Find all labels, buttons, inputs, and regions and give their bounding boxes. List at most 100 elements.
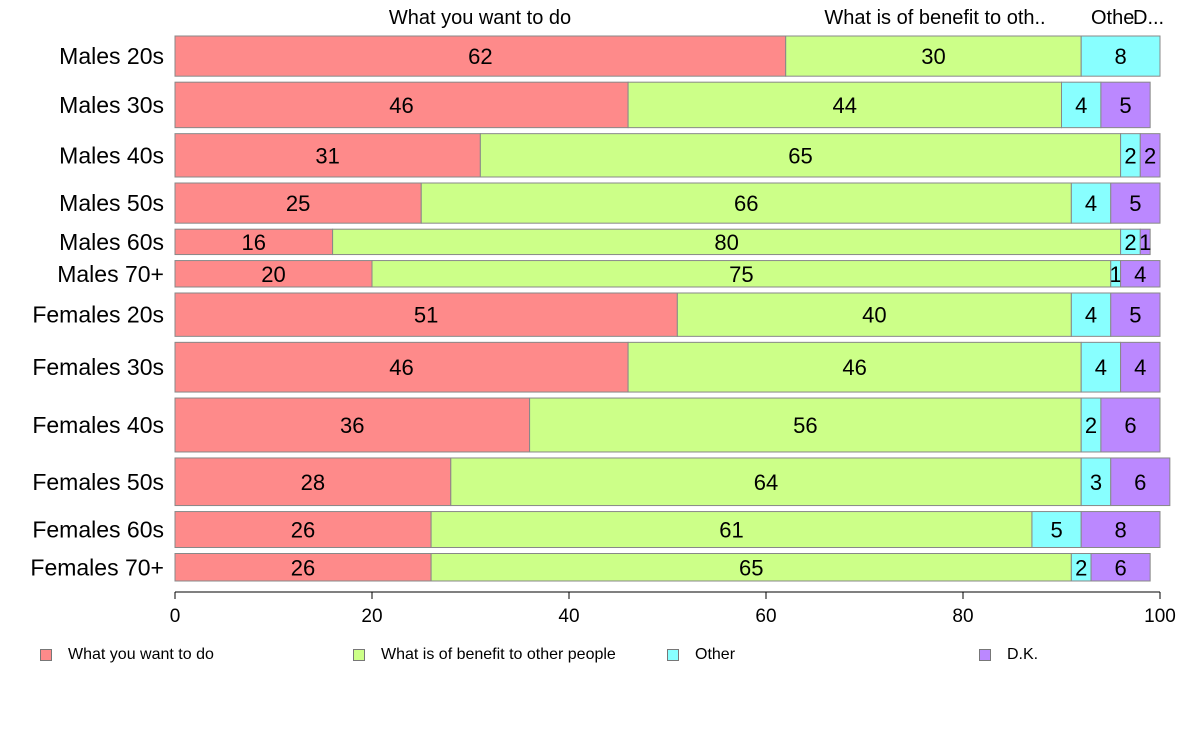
legend-label: What you want to do [68, 646, 214, 663]
bar-segment [174, 182, 422, 224]
bar-segment [627, 341, 1082, 393]
data-label: 2 [1144, 143, 1156, 168]
top-label-what-you-want: What you want to do [389, 7, 571, 29]
legend-item-benefit-others: What is of benefit to other people [353, 646, 616, 664]
bar-segment [479, 133, 1122, 178]
bar-segment [627, 81, 1062, 129]
data-label: 4 [1085, 191, 1097, 216]
bar-segment [1110, 457, 1171, 507]
top-label-other: Othe [1091, 7, 1134, 29]
data-label: 2 [1075, 555, 1087, 580]
data-label: 64 [754, 470, 778, 495]
data-label: 44 [833, 93, 857, 118]
legend-label: Other [695, 646, 736, 663]
data-label: 80 [714, 230, 738, 255]
bar-segment [174, 292, 678, 337]
data-label: 26 [291, 555, 315, 580]
bar-segment [1080, 511, 1161, 549]
bar-segment [174, 81, 629, 129]
data-label: 4 [1075, 93, 1087, 118]
bar-segment [174, 133, 481, 178]
legend-swatch-dk [979, 649, 991, 661]
data-label: 5 [1129, 303, 1141, 328]
bar-segment [174, 553, 432, 582]
data-label: 3 [1090, 470, 1102, 495]
data-label: 46 [389, 355, 413, 380]
category-label: Males 60s [59, 229, 164, 255]
category-label: Females 70+ [30, 554, 164, 580]
bar-segment [1100, 81, 1151, 129]
data-label: 65 [788, 143, 812, 168]
bar-segment [785, 35, 1082, 77]
data-label: 6 [1114, 555, 1126, 580]
category-label: Males 20s [59, 43, 164, 69]
bar-segment [676, 292, 1072, 337]
data-label: 2 [1124, 143, 1136, 168]
data-label: 56 [793, 413, 817, 438]
bar-segment [1120, 260, 1161, 288]
data-label: 46 [389, 93, 413, 118]
data-label: 8 [1114, 44, 1126, 69]
legend: What you want to do What is of benefit t… [0, 646, 1188, 666]
bar-segment [1139, 228, 1151, 256]
legend-swatch-benefit-others [353, 649, 365, 661]
bar-segment [174, 511, 432, 549]
stacked-bar-chart: What you want to do What is of benefit to… [30, 7, 1176, 627]
category-label: Females 30s [32, 354, 164, 380]
data-label: 25 [286, 191, 310, 216]
bar-segment [1070, 292, 1112, 337]
legend-item-dk: D.K. [979, 646, 1038, 664]
bar-segment [1080, 35, 1161, 77]
bar-segment [420, 182, 1072, 224]
x-tick-label: 60 [755, 606, 776, 627]
bar-segment [1080, 341, 1122, 393]
bar-segment [1110, 182, 1161, 224]
bar-segment [174, 228, 334, 256]
data-label: 30 [921, 44, 945, 69]
data-label: 8 [1114, 518, 1126, 543]
bar-segment [174, 397, 531, 453]
x-tick-label: 40 [558, 606, 579, 627]
bar-segment [430, 511, 1033, 549]
data-label: 61 [719, 518, 743, 543]
data-label: 40 [862, 303, 886, 328]
category-label: Males 30s [59, 92, 164, 118]
bar-segment [174, 341, 629, 393]
category-label: Females 40s [32, 412, 164, 438]
x-tick-label: 80 [952, 606, 973, 627]
data-label: 16 [242, 230, 266, 255]
bar-segment [529, 397, 1082, 453]
data-label: 65 [739, 555, 763, 580]
bar-segment [1100, 397, 1161, 453]
data-label: 31 [315, 143, 339, 168]
data-label: 1 [1110, 262, 1122, 287]
x-tick-label: 20 [361, 606, 382, 627]
data-label: 20 [261, 262, 285, 287]
data-label: 4 [1134, 355, 1146, 380]
top-label-dk: D... [1133, 7, 1164, 29]
data-label: 5 [1119, 93, 1131, 118]
data-label: 2 [1085, 413, 1097, 438]
bar-segment [174, 457, 452, 507]
data-label: 1 [1139, 230, 1151, 255]
legend-swatch-what-you-want [40, 649, 52, 661]
data-label: 36 [340, 413, 364, 438]
x-tick-label: 100 [1144, 606, 1176, 627]
data-label: 6 [1124, 413, 1136, 438]
bar-segment [430, 553, 1072, 582]
category-label: Females 60s [32, 517, 164, 543]
data-label: 26 [291, 518, 315, 543]
top-label-benefit-others: What is of benefit to oth.. [824, 7, 1045, 29]
bar-segment [1090, 553, 1151, 582]
legend-item-what-you-want: What you want to do [40, 646, 214, 664]
data-label: 62 [468, 44, 492, 69]
data-label: 66 [734, 191, 758, 216]
data-label: 6 [1134, 470, 1146, 495]
bar-segment [1031, 511, 1082, 549]
bar-segment [174, 35, 787, 77]
legend-swatch-other [667, 649, 679, 661]
category-label: Females 20s [32, 302, 164, 328]
data-label: 4 [1085, 303, 1097, 328]
bar-segment [450, 457, 1082, 507]
data-label: 51 [414, 303, 438, 328]
